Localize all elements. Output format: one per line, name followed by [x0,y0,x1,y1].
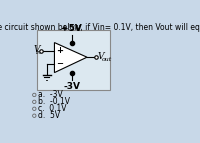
Polygon shape [54,43,87,73]
Text: +: + [56,46,63,55]
Text: in: in [35,50,41,55]
Text: out: out [102,57,112,62]
Text: b.  -0.1V: b. -0.1V [38,97,70,106]
Text: −: − [56,59,63,68]
Text: d.  5V: d. 5V [38,111,60,120]
Text: V: V [33,45,40,54]
Text: In the circuit shown below, if Vin= 0.1V, then Vout will equal to:: In the circuit shown below, if Vin= 0.1V… [0,23,200,32]
Text: a.  -3V: a. -3V [38,90,63,99]
Text: -3V: -3V [63,82,80,91]
Bar [37,30,110,90]
Text: +5V: +5V [61,24,82,33]
Text: c.  0.1V: c. 0.1V [38,104,67,113]
Text: V: V [98,51,104,60]
